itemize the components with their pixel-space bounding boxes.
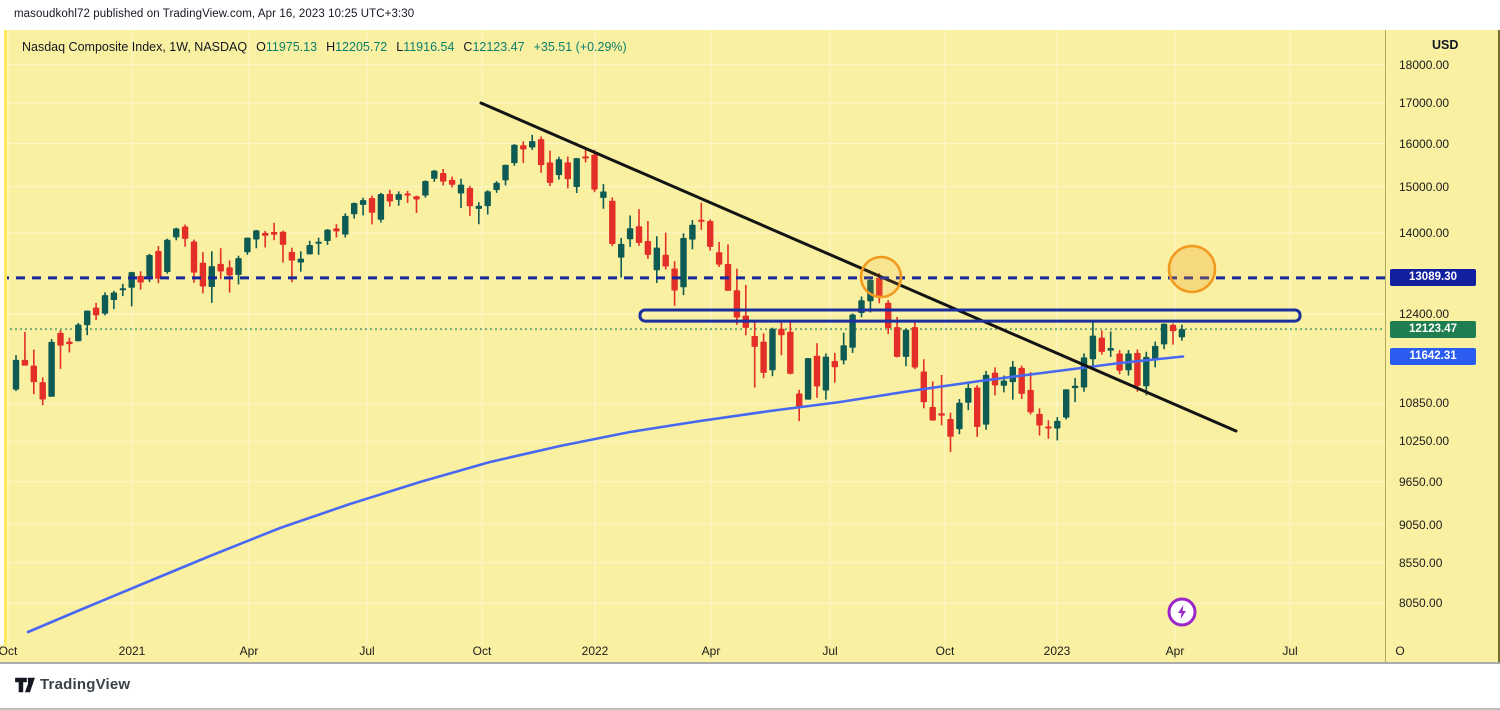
attribution-text: masoudkohl72 published on TradingView.co…: [14, 8, 415, 20]
time-tick-label: Oct: [0, 644, 18, 658]
time-tick-label: Apr: [701, 644, 721, 658]
candles: [12, 134, 1186, 452]
currency-label: USD: [1432, 38, 1459, 52]
flash-idea-icon: [1167, 597, 1197, 627]
footer-bar: TradingView: [0, 662, 1500, 708]
time-tick-label: Jul: [359, 644, 375, 658]
chart-panel[interactable]: Nasdaq Composite Index, 1W, NASDAQ O11975…: [0, 30, 1500, 662]
price-tick-label: 14000.00: [1399, 225, 1450, 240]
price-tick-label: 10850.00: [1399, 396, 1450, 411]
ohlc-value: 11975.13: [265, 40, 318, 54]
chart-legend[interactable]: Nasdaq Composite Index, 1W, NASDAQ O11975…: [22, 40, 627, 54]
ohlc-letter: L: [396, 40, 404, 54]
ohlc-values: O11975.13 H12205.72 L11916.54 C12123.47: [247, 40, 524, 54]
time-tick-label: Apr: [1165, 644, 1185, 658]
price-tick-label: 8050.00: [1399, 596, 1443, 610]
resistance-price-badge: 13089.30: [1390, 269, 1476, 287]
ma-price-badge: 11642.31: [1390, 347, 1476, 365]
ohlc-value: 12205.72: [335, 40, 388, 54]
time-tick-label: Jul: [822, 644, 838, 658]
ohlc-value: 12123.47: [472, 40, 525, 54]
price-tick-label: 15000.00: [1399, 179, 1450, 194]
ohlc-value: 11916.54: [403, 40, 455, 54]
price-tick-label: 16000.00: [1399, 136, 1450, 151]
ohlc-letter: O: [256, 40, 266, 54]
price-tick-label: 17000.00: [1399, 96, 1450, 110]
attribution-bar: masoudkohl72 published on TradingView.co…: [0, 0, 1500, 30]
price-tick-label: 9650.00: [1399, 474, 1443, 489]
plot-left-margin: [0, 30, 4, 645]
time-axis[interactable]: Oct 2021 Apr Jul Oct 2022 Apr Jul Oct 2023 Apr Jul O: [0, 642, 1500, 662]
tradingview-wordmark[interactable]: TradingView: [40, 676, 131, 693]
time-tick-label: Jul: [1282, 644, 1298, 658]
price-tick-label: 9050.00: [1399, 517, 1443, 532]
time-tick-label: Oct: [935, 644, 955, 658]
time-tick-label: Apr: [239, 644, 259, 658]
price-tick-label: 18000.00: [1399, 57, 1450, 72]
price-tick-label: 8550.00: [1399, 555, 1443, 570]
ohlc-letter: C: [463, 40, 473, 54]
last-price-badge: 12123.47: [1390, 320, 1476, 338]
time-tick-label: 2021: [118, 644, 146, 658]
time-tick-label: O: [1395, 644, 1405, 658]
highlight-circle: [1167, 244, 1217, 294]
time-tick-label: Oct: [472, 644, 492, 658]
change-value: +35.51 (+0.29%): [533, 40, 627, 54]
candlestick-chart-svg[interactable]: [0, 30, 1500, 662]
price-tick-label: 12400.00: [1399, 307, 1450, 322]
time-tick-label: 2022: [581, 644, 609, 658]
price-tick-label: 10250.00: [1399, 434, 1450, 449]
time-tick-label: 2023: [1043, 644, 1071, 658]
symbol-title[interactable]: Nasdaq Composite Index, 1W, NASDAQ: [22, 40, 248, 54]
ohlc-letter: H: [326, 40, 336, 54]
price-axis[interactable]: USD 18000.00 17000.00 16000.00 15000.00 1400…: [1385, 30, 1500, 662]
highlight-circle: [859, 255, 903, 299]
plot-left-accent: [4, 30, 7, 645]
tradingview-logo-icon[interactable]: [14, 676, 36, 694]
